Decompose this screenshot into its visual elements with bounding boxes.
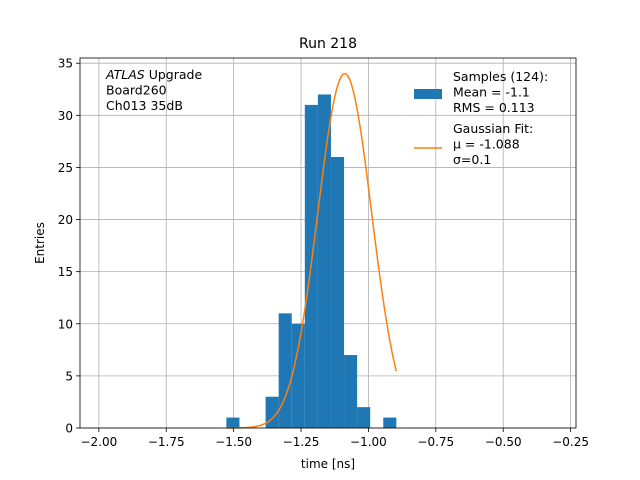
- histogram-bar: [317, 94, 331, 428]
- histogram-bar: [291, 323, 305, 428]
- atlas-annotation: ATLAS Upgrade Board260 Ch013 35dB: [105, 67, 202, 113]
- histogram-bar: [357, 407, 371, 428]
- x-tick-label: −0.25: [552, 435, 589, 449]
- histogram-bar: [278, 313, 292, 428]
- x-tick-label: −1.00: [350, 435, 387, 449]
- histogram-bar: [330, 157, 345, 428]
- y-axis-label: Entries: [33, 222, 47, 264]
- y-tick-label: 20: [58, 213, 73, 227]
- annotation-line: Board260: [106, 83, 167, 98]
- x-tick-label: −1.25: [283, 435, 320, 449]
- annotation-text: Upgrade: [145, 67, 203, 82]
- annotation-text: Ch013 35dB: [106, 98, 183, 113]
- x-tick-labels: −2.00 −1.75 −1.50 −1.25 −1.00 −0.75 −0.50 −0.25: [80, 435, 589, 449]
- legend-samples-line: Samples (124):: [453, 69, 548, 84]
- legend-gaussian-line: σ=0.1: [453, 152, 491, 167]
- y-tick-label: 0: [65, 422, 73, 436]
- x-tick-label: −0.75: [417, 435, 454, 449]
- legend-handle-samples: [414, 89, 442, 99]
- y-tick-label: 35: [58, 57, 73, 71]
- tick-marks: [76, 62, 572, 432]
- annotation-line: Ch013 35dB: [106, 98, 183, 113]
- y-tick-label: 5: [65, 369, 73, 383]
- y-tick-label: 30: [58, 109, 73, 123]
- histogram-bar: [344, 355, 358, 428]
- x-tick-label: −2.00: [80, 435, 117, 449]
- histogram-bar: [226, 417, 240, 428]
- y-tick-label: 25: [58, 161, 73, 175]
- annotation-line: ATLAS Upgrade: [105, 67, 202, 82]
- chart-title: Run 218: [299, 36, 357, 52]
- y-tick-label: 10: [58, 317, 73, 331]
- x-tick-label: −0.50: [485, 435, 522, 449]
- legend-gaussian-line: μ = -1.088: [453, 137, 520, 152]
- plot-area-frame: [79, 57, 577, 429]
- x-tick-label: −1.50: [215, 435, 252, 449]
- legend-samples-line: Mean = -1.1: [453, 85, 530, 100]
- x-tick-label: −1.75: [148, 435, 185, 449]
- legend-samples-line: RMS = 0.113: [453, 100, 535, 115]
- histogram-bar: [265, 396, 279, 428]
- x-axis-label: time [ns]: [301, 457, 355, 471]
- annotation-text: Board260: [106, 83, 167, 98]
- histogram-bar: [383, 417, 397, 428]
- y-tick-labels: 0 5 10 15 20 25 30 35: [58, 57, 73, 436]
- annotation-italic: ATLAS: [105, 67, 145, 82]
- legend-gaussian-line: Gaussian Fit:: [453, 121, 533, 136]
- legend: Samples (124): Mean = -1.1 RMS = 0.113 Ga…: [414, 69, 548, 167]
- gaussian-fit-curve: [226, 72, 398, 429]
- y-tick-label: 15: [58, 265, 73, 279]
